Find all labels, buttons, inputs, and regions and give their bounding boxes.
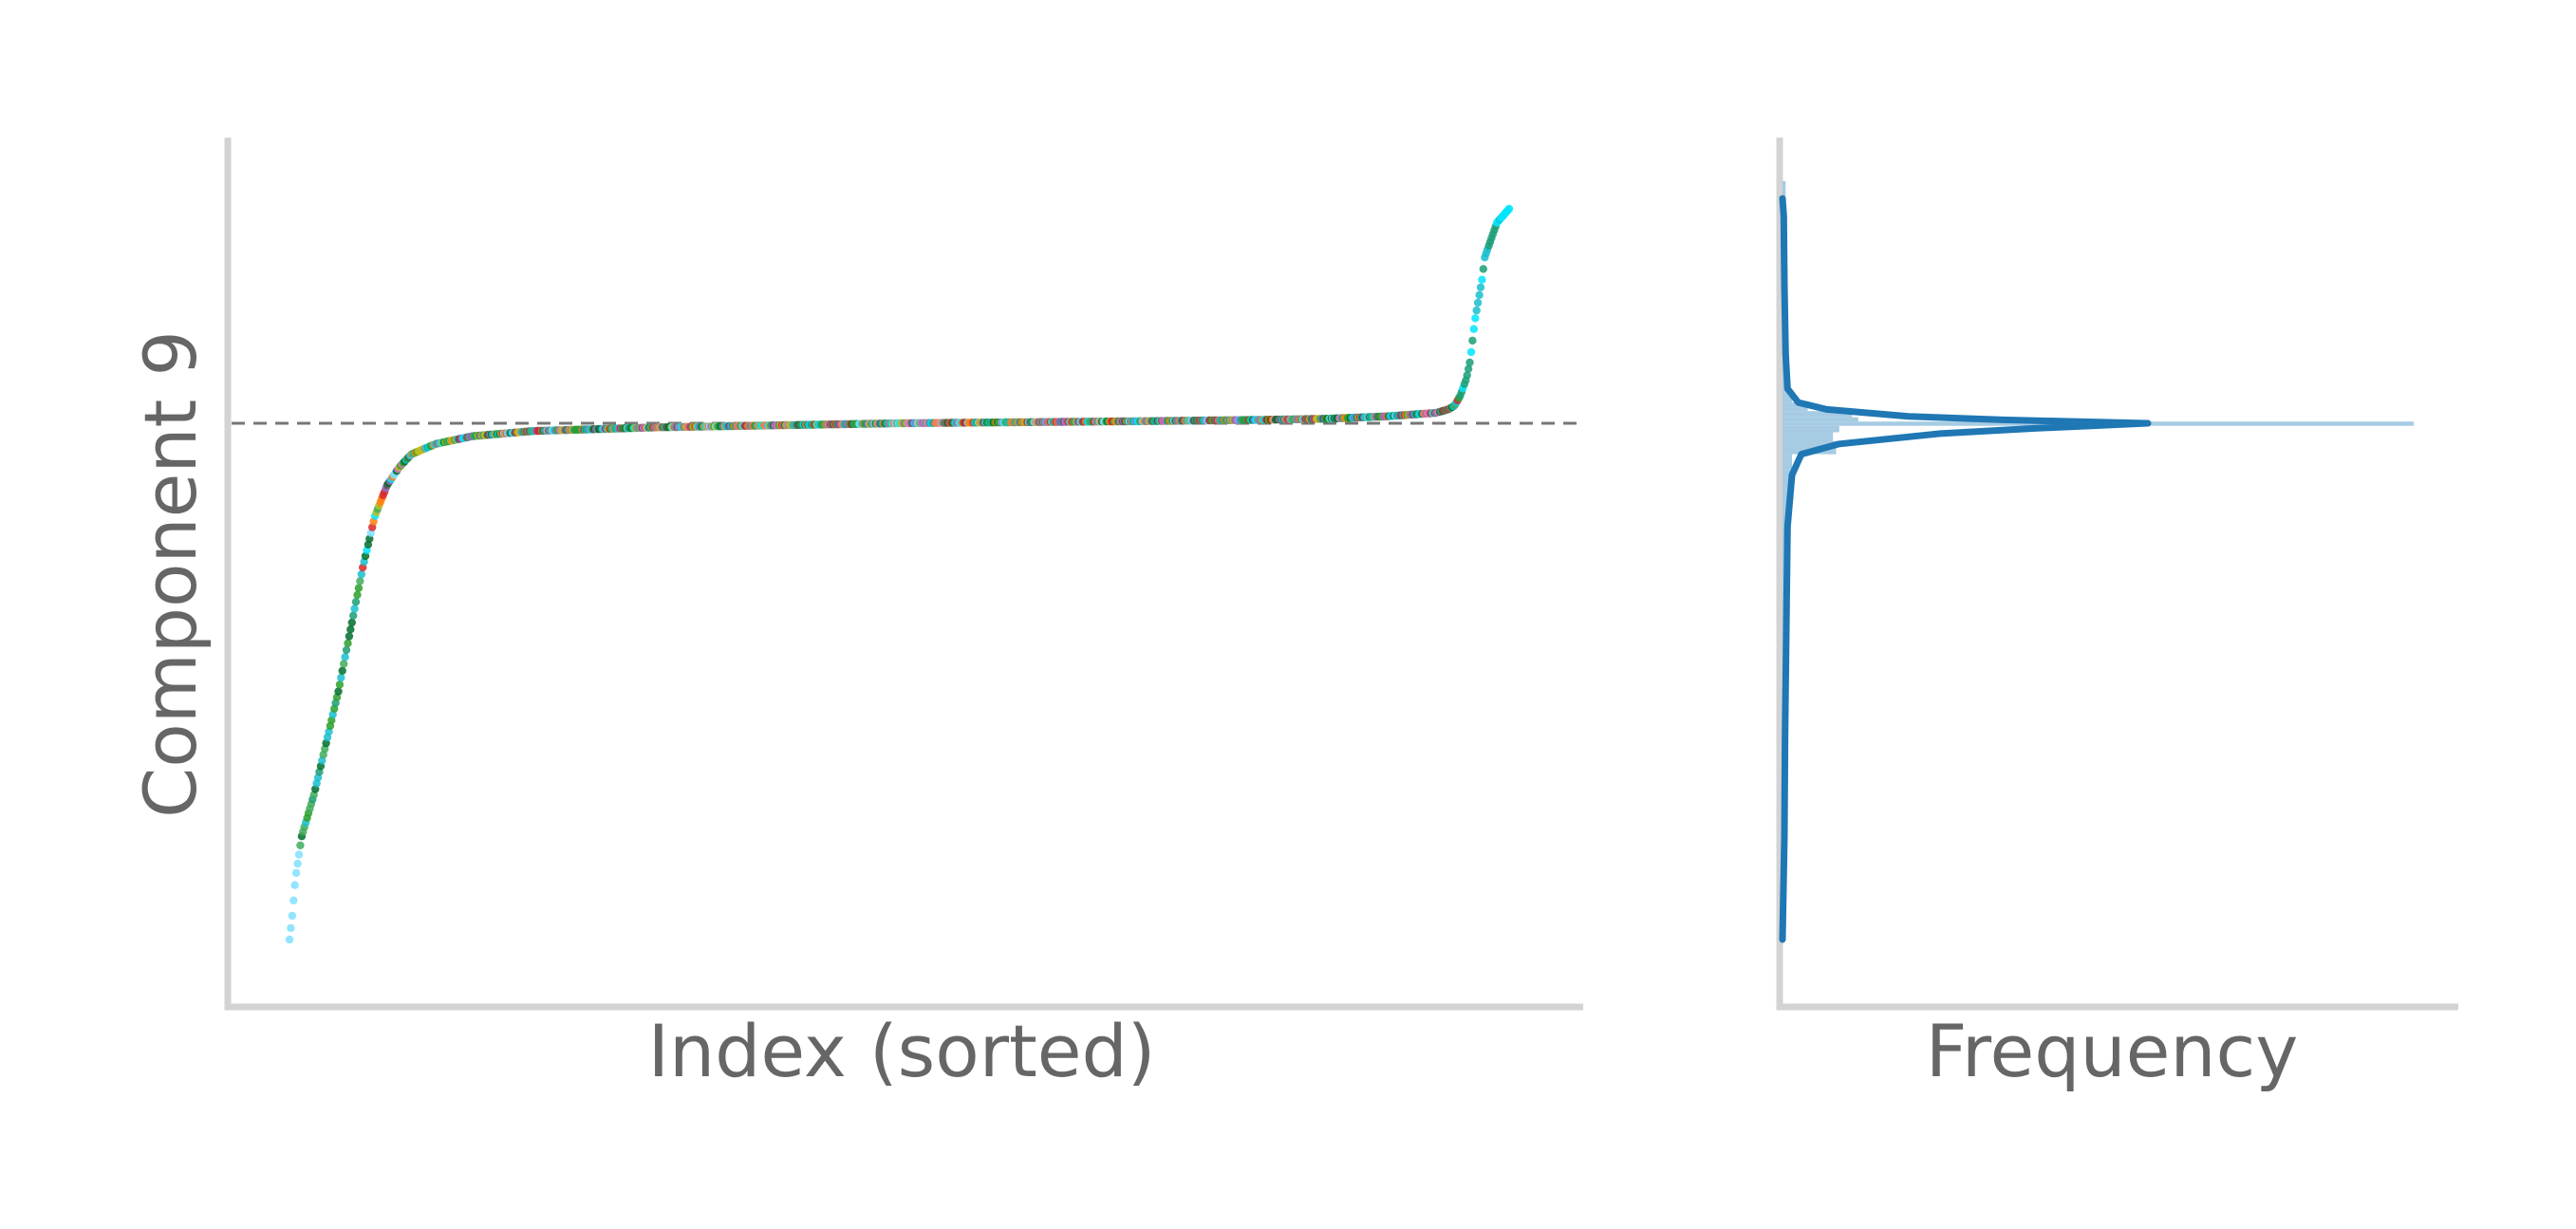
histogram-bar: [1783, 402, 1808, 412]
histogram-bar: [1783, 417, 1858, 422]
histogram-bars-group: [1783, 180, 2414, 940]
scatter-point: [1466, 347, 1476, 357]
scatter-point: [1464, 364, 1473, 373]
scatter-point: [1478, 275, 1486, 284]
scatter-point: [356, 577, 364, 586]
scatter-point: [351, 598, 361, 606]
scatter-point: [1479, 265, 1488, 273]
scatter-point: [287, 923, 295, 933]
kde-density-line: [1779, 195, 2152, 943]
scatter-point: [1468, 336, 1477, 345]
scatter-point: [1475, 290, 1484, 300]
scatter-points-group: [285, 204, 1514, 944]
scatter-point: [338, 666, 346, 675]
scatter-point: [353, 590, 362, 600]
distribution-panel: [1776, 138, 2458, 1011]
scatter-point: [294, 850, 304, 859]
scatter-point: [1476, 283, 1485, 291]
scatter-point: [335, 680, 345, 689]
scatter-point: [340, 660, 348, 668]
x-axis-label-index: Index (sorted): [647, 1009, 1156, 1093]
scatter-point: [334, 687, 343, 696]
scatter-panel: [224, 138, 1583, 1011]
scatter-point: [1471, 314, 1480, 323]
scatter-point: [342, 645, 351, 655]
histogram-bar: [1783, 411, 1853, 418]
scatter-point: [289, 896, 298, 904]
scatter-point: [344, 639, 352, 647]
scatter-point: [357, 569, 365, 579]
scatter-point: [337, 673, 345, 682]
scatter-point: [354, 584, 364, 592]
scatter-point: [347, 618, 356, 627]
scatter-point: [1465, 358, 1474, 367]
scatter-point: [1469, 325, 1479, 333]
scatter-point: [285, 935, 294, 944]
histogram-bar: [1783, 489, 1788, 527]
y-axis-label-component: Component 9: [128, 330, 213, 818]
histogram-bar: [1783, 454, 1792, 470]
scatter-point: [1504, 204, 1514, 214]
scatter-point: [293, 859, 302, 868]
scatter-point: [291, 868, 301, 877]
scatter-point: [345, 632, 354, 641]
scatter-point: [1473, 298, 1483, 307]
scatter-point: [290, 881, 299, 889]
histogram-bar: [1783, 470, 1790, 490]
scatter-point: [346, 625, 355, 634]
scatter-point: [350, 605, 359, 613]
histogram-bar: [1783, 432, 1834, 441]
scatter-point: [288, 911, 297, 921]
scatter-point: [1463, 371, 1471, 380]
scatter-point: [349, 611, 358, 620]
scatter-point: [341, 653, 349, 661]
scatter-point: [1472, 306, 1481, 315]
scatter-point: [296, 841, 305, 849]
x-axis-label-frequency: Frequency: [1925, 1009, 2299, 1093]
histogram-bar: [1783, 425, 1839, 433]
histogram-bar: [1783, 392, 1792, 403]
